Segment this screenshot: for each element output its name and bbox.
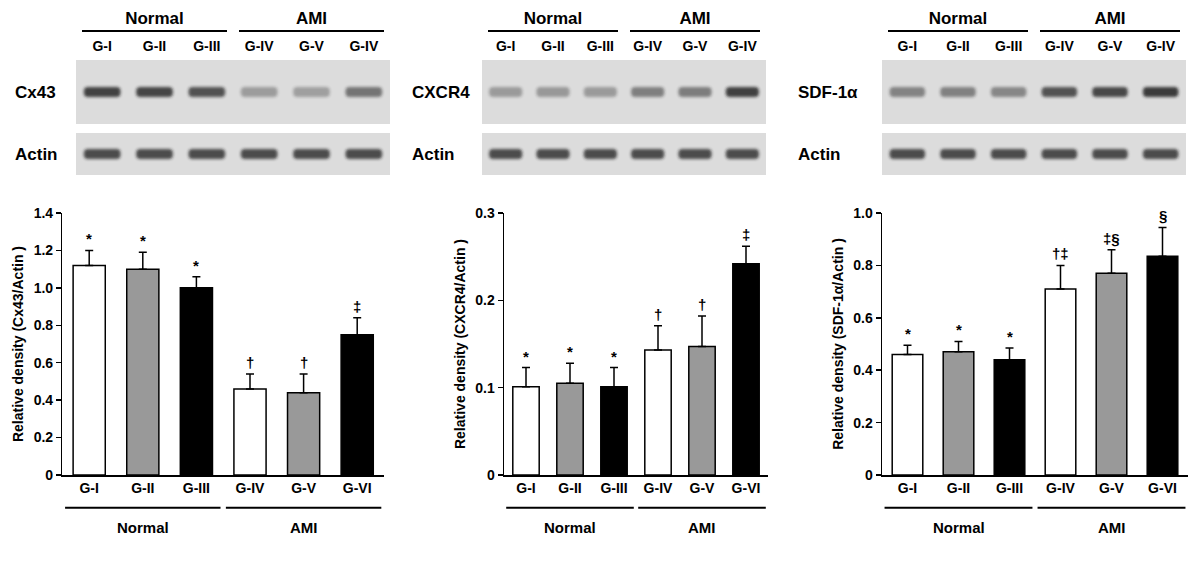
svg-text:G-III: G-III — [995, 38, 1022, 54]
svg-text:SDF-1α: SDF-1α — [798, 83, 858, 102]
svg-text:0.3: 0.3 — [475, 205, 495, 221]
svg-text:Actin: Actin — [798, 145, 841, 164]
svg-text:G-II: G-II — [131, 480, 154, 496]
svg-text:0: 0 — [45, 467, 53, 483]
svg-text:G-II: G-II — [143, 38, 166, 54]
svg-text:Actin: Actin — [412, 145, 455, 164]
svg-text:*: * — [905, 325, 911, 342]
svg-text:G-III: G-III — [193, 38, 220, 54]
svg-text:G-IV: G-IV — [236, 480, 265, 496]
svg-text:†‡: †‡ — [1052, 245, 1069, 262]
svg-text:G-I: G-I — [898, 38, 917, 54]
svg-text:G-IV: G-IV — [633, 38, 662, 54]
svg-text:1.0: 1.0 — [34, 280, 54, 296]
svg-text:0.6: 0.6 — [34, 355, 54, 371]
svg-text:Normal: Normal — [117, 519, 169, 536]
svg-text:†: † — [698, 296, 706, 313]
svg-text:0.4: 0.4 — [853, 362, 873, 378]
svg-text:Relative density (CXCR4/Actin: Relative density (CXCR4/Actin ) — [452, 239, 468, 449]
svg-text:G-II: G-II — [541, 38, 564, 54]
svg-text:G-V: G-V — [683, 38, 709, 54]
svg-text:*: * — [193, 257, 199, 274]
svg-text:‡: ‡ — [353, 298, 361, 315]
svg-text:Normal: Normal — [125, 9, 184, 28]
svg-text:0.1: 0.1 — [475, 380, 495, 396]
svg-text:0: 0 — [865, 467, 873, 483]
svg-text:Normal: Normal — [524, 9, 583, 28]
svg-text:*: * — [956, 321, 962, 338]
svg-text:G-I: G-I — [92, 38, 111, 54]
svg-text:G-IV: G-IV — [245, 38, 274, 54]
svg-text:*: * — [86, 230, 92, 247]
svg-text:0.2: 0.2 — [475, 292, 495, 308]
svg-text:AMI: AMI — [1098, 519, 1126, 536]
svg-text:G-III: G-III — [996, 480, 1023, 496]
svg-text:Cx43: Cx43 — [15, 83, 56, 102]
svg-text:CXCR4: CXCR4 — [412, 83, 470, 102]
svg-text:1.0: 1.0 — [853, 205, 873, 221]
svg-text:AMI: AMI — [679, 9, 710, 28]
svg-text:†: † — [300, 354, 308, 371]
svg-text:0: 0 — [487, 467, 495, 483]
svg-text:AMI: AMI — [688, 519, 716, 536]
svg-text:Normal: Normal — [544, 519, 596, 536]
svg-text:Actin: Actin — [15, 145, 58, 164]
svg-text:0.8: 0.8 — [853, 257, 873, 273]
svg-text:G-II: G-II — [946, 38, 969, 54]
svg-text:‡§: ‡§ — [1103, 230, 1120, 247]
svg-text:Relative density (Cx43/Actin ): Relative density (Cx43/Actin ) — [10, 246, 26, 442]
svg-text:G-III: G-III — [183, 480, 210, 496]
svg-text:AMI: AMI — [296, 9, 327, 28]
svg-text:0.6: 0.6 — [853, 310, 873, 326]
svg-text:G-IV: G-IV — [349, 38, 378, 54]
svg-text:0.2: 0.2 — [34, 429, 54, 445]
svg-text:G-IV: G-IV — [644, 480, 673, 496]
svg-text:*: * — [1007, 328, 1013, 345]
svg-text:*: * — [611, 348, 617, 365]
svg-text:G-II: G-II — [947, 480, 970, 496]
svg-text:§: § — [1159, 207, 1167, 224]
svg-text:AMI: AMI — [1094, 9, 1125, 28]
svg-text:G-V: G-V — [291, 480, 317, 496]
svg-text:*: * — [567, 343, 573, 360]
svg-text:G-I: G-I — [516, 480, 535, 496]
svg-text:G-I: G-I — [79, 480, 98, 496]
svg-text:G-V: G-V — [1098, 38, 1124, 54]
svg-text:*: * — [140, 232, 146, 249]
svg-text:‡: ‡ — [742, 226, 750, 243]
svg-text:G-V: G-V — [690, 480, 716, 496]
svg-text:0.4: 0.4 — [34, 392, 54, 408]
svg-text:*: * — [523, 348, 529, 365]
svg-text:†: † — [246, 354, 254, 371]
svg-text:G-II: G-II — [558, 480, 581, 496]
svg-text:Normal: Normal — [933, 519, 985, 536]
svg-text:G-IV: G-IV — [1146, 38, 1175, 54]
svg-text:G-III: G-III — [600, 480, 627, 496]
svg-text:G-IV: G-IV — [1046, 480, 1075, 496]
svg-text:1.2: 1.2 — [34, 242, 54, 258]
svg-text:Relative density (SDF-1α/Actin: Relative density (SDF-1α/Actin ) — [830, 238, 846, 450]
svg-text:G-V: G-V — [299, 38, 325, 54]
svg-text:G-VI: G-VI — [732, 480, 761, 496]
svg-text:G-IV: G-IV — [728, 38, 757, 54]
svg-text:G-III: G-III — [587, 38, 614, 54]
svg-text:G-V: G-V — [1099, 480, 1125, 496]
svg-text:G-VI: G-VI — [343, 480, 372, 496]
svg-text:0.8: 0.8 — [34, 317, 54, 333]
svg-text:AMI: AMI — [290, 519, 318, 536]
svg-text:Normal: Normal — [929, 9, 988, 28]
svg-text:G-VI: G-VI — [1148, 480, 1177, 496]
svg-text:G-I: G-I — [496, 38, 515, 54]
svg-text:†: † — [654, 306, 662, 323]
svg-text:G-I: G-I — [898, 480, 917, 496]
svg-text:1.4: 1.4 — [34, 205, 54, 221]
svg-text:G-IV: G-IV — [1045, 38, 1074, 54]
svg-text:0.2: 0.2 — [853, 415, 873, 431]
